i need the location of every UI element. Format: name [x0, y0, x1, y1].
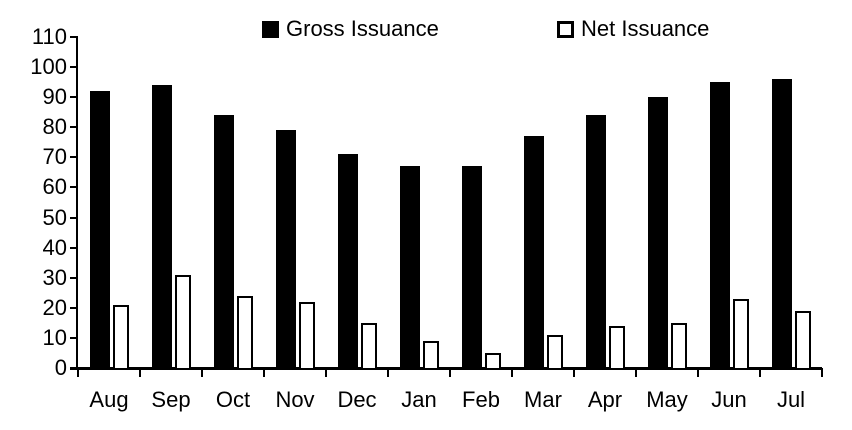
y-axis-tick-label-60: 60 [42, 174, 67, 200]
y-axis-tick-label-70: 70 [42, 144, 67, 170]
x-axis-tick-2 [201, 368, 203, 377]
y-axis-tick-label-50: 50 [42, 204, 67, 230]
x-axis-tick-6 [449, 368, 451, 377]
x-axis-tick-12 [821, 368, 823, 377]
bar-group-dec [326, 154, 388, 368]
y-axis-tick-50 [70, 216, 78, 219]
bar-net-issuance-feb [484, 352, 501, 368]
bar-gross-issuance-mar [523, 136, 544, 368]
bar-gross-issuance-nov [275, 130, 296, 368]
bar-gross-issuance-may [647, 97, 668, 368]
x-axis-tick-10 [697, 368, 699, 377]
bar-group-sep [140, 85, 202, 368]
y-axis-tick-80 [70, 126, 78, 129]
bar-net-issuance-nov [298, 301, 315, 368]
bar-net-issuance-jun [732, 298, 749, 368]
x-axis-tick-9 [635, 368, 637, 377]
x-axis-tick-8 [573, 368, 575, 377]
x-axis-label-sep: Sep [151, 387, 191, 412]
bar-net-issuance-aug [112, 304, 129, 368]
y-axis-tick-label-40: 40 [42, 234, 67, 260]
x-axis-label-jun: Jun [711, 387, 747, 412]
legend-label-net-issuance: Net Issuance [581, 16, 710, 41]
y-axis-tick-label-20: 20 [42, 294, 67, 320]
y-axis-tick-0 [70, 367, 78, 369]
bar-group-nov [264, 130, 326, 368]
y-axis-tick-100 [70, 66, 78, 69]
x-axis-label-apr: Apr [587, 387, 623, 412]
x-axis-label-dec: Dec [337, 387, 377, 412]
y-axis-tick-70 [70, 156, 78, 159]
bar-group-jun [698, 82, 760, 368]
bar-group-jan [388, 166, 450, 368]
y-axis-tick-60 [70, 186, 78, 189]
bar-gross-issuance-jan [399, 166, 420, 368]
y-axis-tick-110 [70, 36, 78, 38]
y-axis-tick-90 [70, 96, 78, 99]
y-axis-tick-10 [70, 336, 78, 339]
x-axis-label-nov: Nov [275, 387, 315, 412]
bar-net-issuance-jan [422, 340, 439, 368]
y-axis-tick-label-30: 30 [42, 264, 67, 290]
x-axis-label-may: May [646, 387, 688, 412]
y-axis-tick-label-0: 0 [54, 355, 67, 380]
x-axis-label-jul: Jul [776, 387, 806, 412]
x-axis-line [70, 367, 822, 370]
bar-gross-issuance-apr [585, 115, 606, 368]
bar-net-issuance-apr [608, 325, 625, 368]
bar-group-jul [760, 79, 822, 368]
net-issuance-swatch-icon [557, 20, 574, 38]
bar-net-issuance-oct [236, 295, 253, 368]
bar-net-issuance-may [670, 322, 687, 368]
bar-net-issuance-jul [794, 310, 811, 368]
y-axis-tick-label-90: 90 [42, 84, 67, 110]
legend-item-gross-issuance: Gross Issuance [262, 18, 439, 40]
bar-net-issuance-sep [174, 274, 191, 368]
bar-group-apr [574, 115, 636, 368]
gross-issuance-swatch-icon [262, 20, 279, 38]
bar-group-feb [450, 166, 512, 368]
x-axis-tick-0 [77, 368, 79, 377]
bar-gross-issuance-sep [151, 85, 172, 368]
bar-gross-issuance-jun [709, 82, 730, 368]
x-axis-tick-7 [511, 368, 513, 377]
y-axis-tick-label-100: 100 [30, 54, 67, 80]
y-axis-tick-label-80: 80 [42, 114, 67, 140]
bar-net-issuance-mar [546, 334, 563, 368]
legend-item-net-issuance: Net Issuance [557, 18, 709, 40]
bar-net-issuance-dec [360, 322, 377, 368]
bar-group-aug [78, 91, 140, 368]
x-axis-label-feb: Feb [462, 387, 500, 412]
y-axis-tick-label-10: 10 [42, 324, 67, 350]
bar-group-mar [512, 136, 574, 368]
x-axis-tick-1 [139, 368, 141, 377]
y-axis-tick-20 [70, 306, 78, 309]
y-axis-line [76, 36, 78, 369]
bar-group-may [636, 97, 698, 368]
y-axis-tick-40 [70, 246, 78, 249]
x-axis-label-aug: Aug [89, 387, 129, 412]
bar-gross-issuance-dec [337, 154, 358, 368]
x-axis-label-oct: Oct [215, 387, 251, 412]
x-axis-tick-11 [759, 368, 761, 377]
x-axis-tick-4 [325, 368, 327, 377]
bar-group-oct [202, 115, 264, 368]
x-axis-tick-3 [263, 368, 265, 377]
bar-gross-issuance-jul [771, 79, 792, 368]
y-axis-tick-label-110: 110 [31, 24, 67, 49]
bar-gross-issuance-oct [213, 115, 234, 368]
bar-gross-issuance-feb [461, 166, 482, 368]
y-axis-tick-30 [70, 276, 78, 279]
x-axis-tick-5 [387, 368, 389, 377]
bar-gross-issuance-aug [89, 91, 110, 368]
x-axis-label-mar: Mar [524, 387, 562, 412]
x-axis-label-jan: Jan [401, 387, 437, 412]
legend-label-gross-issuance: Gross Issuance [286, 16, 439, 41]
